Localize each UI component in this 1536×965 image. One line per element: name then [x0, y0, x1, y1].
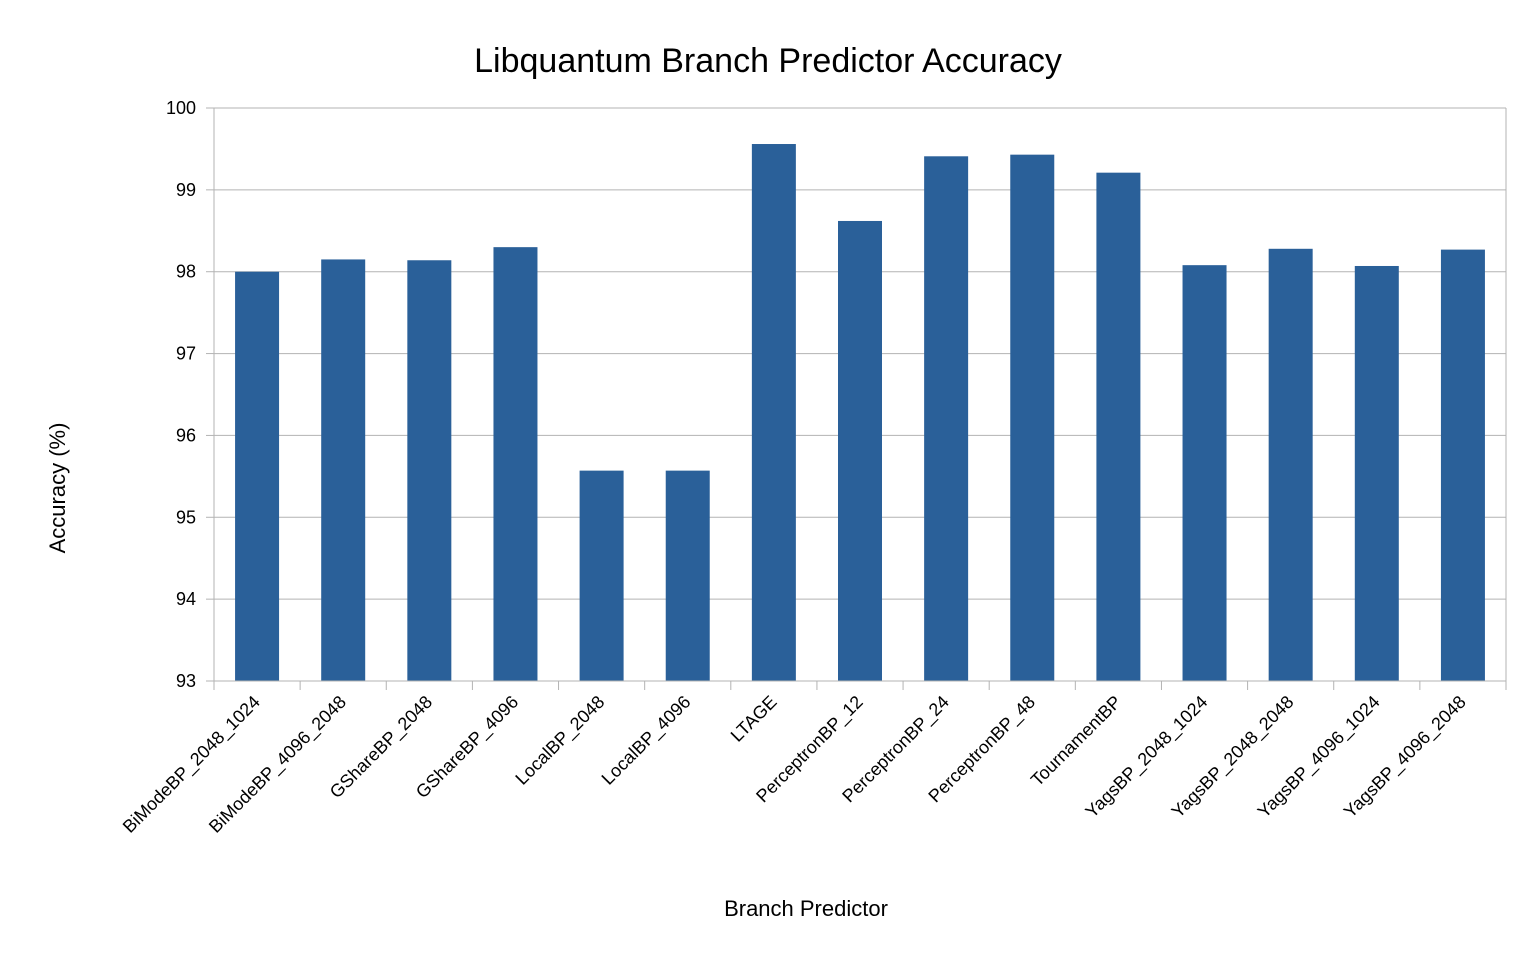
bar	[751, 144, 796, 681]
bar	[1010, 154, 1055, 681]
chart-title: Libquantum Branch Predictor Accuracy	[474, 42, 1062, 80]
bar	[838, 220, 882, 681]
y-tick-label: 98	[176, 262, 196, 282]
bar	[1268, 248, 1313, 681]
bar	[1182, 265, 1227, 681]
bar	[493, 247, 538, 681]
bar	[321, 259, 366, 681]
bar	[1354, 265, 1399, 681]
y-tick-labels: 93 94 95 96 97 98 99 100	[166, 98, 196, 691]
y-tick-label: 93	[176, 671, 196, 691]
bar	[924, 156, 969, 681]
y-tick-label: 96	[176, 425, 196, 445]
axes	[206, 107, 1507, 690]
y-tick-label: 94	[176, 589, 196, 609]
bar	[235, 271, 280, 681]
y-tick-label: 99	[176, 180, 196, 200]
x-axis-title: Branch Predictor	[724, 896, 888, 921]
bar	[1440, 249, 1485, 681]
y-tick-label: 95	[176, 507, 196, 527]
y-tick-label: 97	[176, 344, 196, 364]
bar	[579, 470, 624, 681]
bars	[235, 144, 1485, 681]
bar	[665, 470, 710, 681]
bar	[407, 260, 452, 681]
y-tick-label: 100	[166, 98, 196, 118]
bar	[1096, 172, 1141, 681]
y-axis-title: Accuracy (%)	[45, 423, 70, 554]
